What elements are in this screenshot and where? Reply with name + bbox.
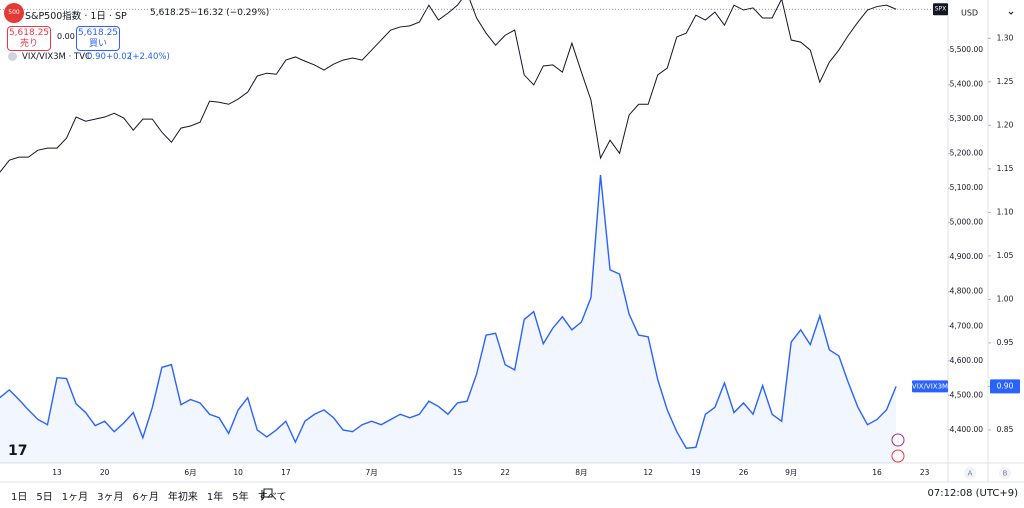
overlay-icon	[8, 52, 17, 61]
range-button[interactable]: 年初来	[167, 492, 198, 503]
range-button[interactable]: 1日	[11, 492, 28, 503]
last-value-label: 0.90	[997, 381, 1014, 390]
y-tick-label: 4,900.00	[950, 252, 984, 261]
axis-a-button[interactable]	[964, 467, 976, 479]
y2-tick-label: 0.85	[997, 425, 1014, 434]
clock: 07:12:08 (UTC+9)	[927, 488, 1018, 499]
range-button[interactable]: すべて	[257, 492, 287, 503]
axes: 4,400.00 4,500.00 4,600.00 4,700.00 4,800.00…	[52, 3, 1020, 477]
overlay-last: 0.90	[87, 52, 106, 62]
range-button[interactable]: 6ヶ月	[132, 492, 159, 503]
y2-tick-label: 1.30	[997, 33, 1014, 42]
x-tick-label: 16	[872, 468, 882, 477]
sell-label: 売り	[19, 39, 38, 49]
y-tick-label: 5,300.00	[950, 114, 984, 123]
axis-a-label: A	[968, 470, 973, 478]
y-tick-label: 4,600.00	[950, 356, 984, 365]
x-tick-label: 13	[52, 468, 62, 477]
x-tick-label: 8月	[575, 468, 587, 477]
x-tick-label: 20	[100, 468, 110, 477]
y2-tick-label: 1.00	[997, 294, 1014, 303]
area-fill	[0, 174, 897, 463]
x-tick-label: 9月	[785, 468, 797, 477]
currency[interactable]: USD	[961, 9, 978, 18]
plot	[0, 0, 948, 463]
range-button[interactable]: 1ヶ月	[61, 492, 89, 503]
y-tick-label: 4,800.00	[950, 287, 984, 296]
spread: 0.00	[57, 32, 75, 41]
x-tick-label: 23	[920, 468, 930, 477]
y-tick-label: 5,000.00	[950, 218, 984, 227]
series-badge	[912, 380, 948, 393]
x-tick-label: 6月	[184, 468, 196, 477]
last-price: 5,618.25	[150, 8, 191, 18]
event-icon[interactable]	[891, 433, 905, 447]
price-change: −16.32 (−0.29%)	[190, 8, 270, 18]
x-tick-label: 22	[500, 468, 510, 477]
axis-b-button[interactable]	[999, 467, 1011, 479]
y2-tick-label: 1.20	[997, 120, 1014, 129]
overlay-title[interactable]: VIX/VIX3M · TVC	[22, 52, 91, 62]
sell-button[interactable]: 5,618.25 売り	[7, 26, 51, 51]
y-tick-label: 5,100.00	[950, 183, 984, 192]
y-tick-label: 5,400.00	[950, 80, 984, 89]
x-tick-label: 26	[739, 468, 749, 477]
range-button[interactable]: 5年	[232, 492, 249, 503]
y-tick-label: 4,700.00	[950, 321, 984, 330]
range-button[interactable]: 5日	[36, 492, 53, 503]
buy-label: 買い	[88, 39, 107, 49]
y2-tick-label: 0.95	[997, 338, 1014, 347]
tv-logo: 17	[8, 443, 27, 459]
date-range-icon	[263, 488, 273, 498]
range-button[interactable]: 1年	[206, 492, 224, 503]
y2-tick-label: 1.15	[997, 164, 1014, 173]
x-tick-label: 10	[233, 468, 243, 477]
last-value-badge	[990, 379, 1020, 394]
event-icon[interactable]	[891, 449, 905, 463]
sell-price: 5,618.25	[8, 28, 50, 38]
symbol-title[interactable]: S&P500指数 · 1日 · SP	[25, 11, 127, 22]
y-tick-label: 5,500.00	[950, 45, 984, 54]
y-tick-label: 5,200.00	[950, 149, 984, 158]
y2-tick-label: 1.25	[997, 77, 1014, 86]
x-tick-label: 17	[281, 468, 291, 477]
x-tick-label: 15	[453, 468, 463, 477]
overlay-change-pct: (+2.40%)	[129, 52, 170, 62]
series-badge-label: VIX/VIX3M	[912, 382, 948, 390]
series-badge-label: SPX	[935, 6, 947, 13]
overlay-change: +0.02	[106, 52, 133, 62]
y-tick-label: 4,500.00	[950, 390, 984, 399]
series-line	[0, 174, 897, 449]
range-button[interactable]: 3ヶ月	[97, 492, 124, 503]
symbol-logo: 500	[4, 3, 24, 23]
series-badge	[933, 3, 948, 16]
x-tick-label: 12	[643, 468, 653, 477]
y-tick-label: 4,400.00	[950, 425, 984, 434]
currency-caret	[1008, 11, 1014, 15]
x-tick-label: 19	[691, 468, 701, 477]
series-line	[0, 0, 897, 173]
buy-button[interactable]: 5,618.25 買い	[76, 26, 120, 51]
x-tick-label: 7月	[366, 468, 378, 477]
axis-b-label: B	[1003, 470, 1008, 478]
buy-price: 5,618.25	[77, 28, 119, 38]
y2-tick-label: 1.10	[997, 207, 1014, 216]
y2-tick-label: 1.05	[997, 251, 1014, 260]
